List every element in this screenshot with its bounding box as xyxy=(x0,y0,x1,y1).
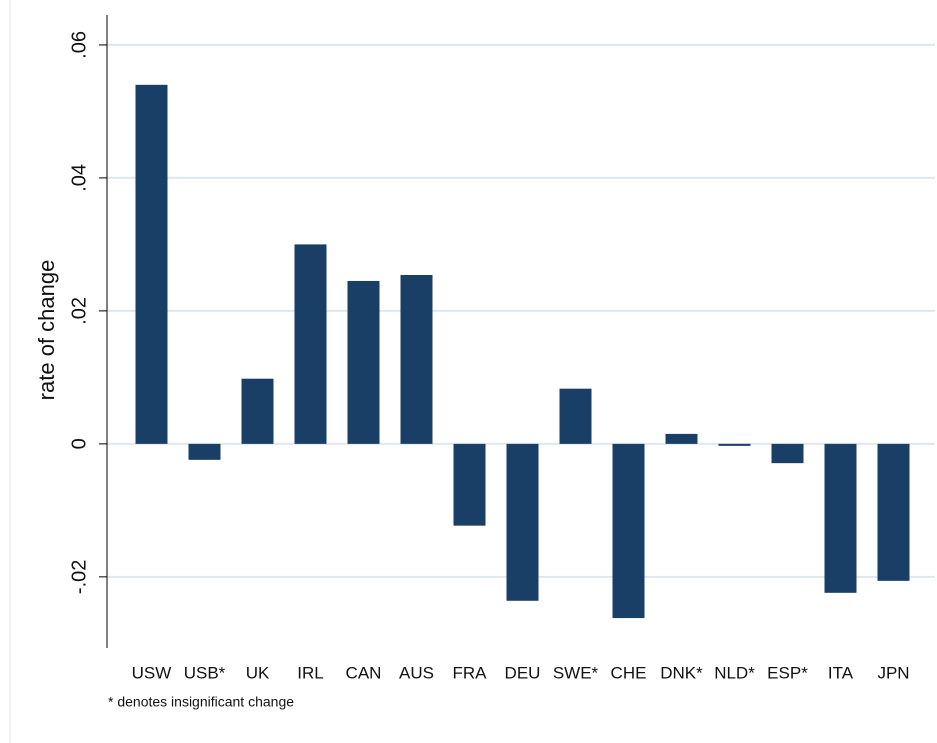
bar xyxy=(612,443,645,619)
y-tick-label: .04 xyxy=(68,164,90,192)
y-tick-label: 0 xyxy=(68,438,90,449)
x-tick-label: CAN xyxy=(346,663,382,682)
x-tick-label: USW xyxy=(132,663,172,682)
bar xyxy=(188,443,221,460)
bar xyxy=(241,378,274,444)
bar xyxy=(347,280,380,444)
x-tick-label: FRA xyxy=(453,663,488,682)
bar xyxy=(718,443,751,446)
bar xyxy=(665,433,698,444)
y-tick-label: .06 xyxy=(68,31,90,59)
x-tick-label: JPN xyxy=(877,663,909,682)
bar xyxy=(400,274,433,444)
x-tick-label: AUS xyxy=(399,663,434,682)
bar xyxy=(506,443,539,601)
x-tick-label: NLD* xyxy=(714,663,755,682)
y-tick-label: .02 xyxy=(68,297,90,325)
x-tick-label: CHE xyxy=(611,663,647,682)
bar xyxy=(559,388,592,444)
bar xyxy=(877,443,910,581)
x-tick-label: USB* xyxy=(184,663,226,682)
bar xyxy=(453,443,486,526)
x-tick-label: DNK* xyxy=(660,663,703,682)
x-tick-label: UK xyxy=(246,663,270,682)
y-tick-label: -.02 xyxy=(68,560,90,594)
x-tick-label: ITA xyxy=(828,663,854,682)
bar xyxy=(135,84,168,444)
footnote: * denotes insignificant change xyxy=(108,694,294,710)
bar xyxy=(824,443,857,593)
x-tick-label: IRL xyxy=(297,663,323,682)
bar xyxy=(771,443,804,464)
x-tick-label: ESP* xyxy=(767,663,808,682)
x-tick-label: SWE* xyxy=(553,663,599,682)
bar xyxy=(294,244,327,444)
y-axis-title: rate of change xyxy=(34,260,59,401)
x-tick-label: DEU xyxy=(505,663,541,682)
